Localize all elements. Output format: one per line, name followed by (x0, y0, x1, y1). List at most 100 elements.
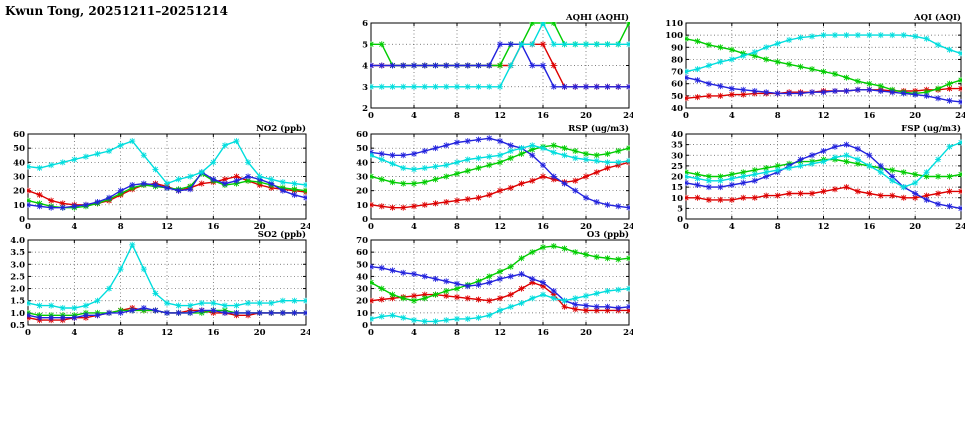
so2-chart-title: SO2 (ppb) (258, 229, 306, 240)
series-2025-12-13 (685, 74, 962, 105)
svg-text:60: 60 (356, 130, 368, 140)
svg-text:0: 0 (362, 215, 368, 225)
svg-text:40: 40 (671, 104, 683, 114)
svg-text:2.5: 2.5 (10, 272, 25, 282)
svg-text:40: 40 (13, 158, 25, 168)
series-2025-12-11 (370, 279, 630, 314)
series-2025-12-11 (685, 184, 962, 203)
series-markers (685, 74, 962, 105)
svg-text:50: 50 (356, 260, 368, 270)
svg-text:0: 0 (368, 222, 374, 232)
svg-text:16: 16 (207, 222, 219, 232)
svg-text:50: 50 (356, 144, 368, 154)
series-markers (685, 32, 962, 75)
svg-text:20: 20 (254, 328, 266, 338)
axis-labels: 0.5 1.0 1.5 2.0 2.5 3.0 3.5 4.0 0 4 8 12 16 20 24 (10, 236, 310, 338)
svg-text:2.0: 2.0 (10, 285, 25, 295)
svg-text:5: 5 (362, 40, 368, 50)
chart-o3: 0 10 20 30 40 50 60 70 0 4 8 12 16 20 24 O3 (ppb) (345, 229, 633, 339)
svg-text:10: 10 (356, 309, 368, 319)
svg-text:8: 8 (775, 222, 781, 232)
svg-text:80: 80 (671, 55, 683, 65)
series-2025-12-14 (685, 32, 962, 75)
chart-rsp: 0 10 20 30 40 50 60 0 4 8 12 16 20 24 RSP (ug/m3) (345, 123, 633, 233)
series-markers (370, 279, 630, 314)
gridlines (686, 134, 961, 219)
svg-text:70: 70 (671, 68, 683, 78)
svg-text:24: 24 (955, 111, 965, 121)
svg-text:0: 0 (25, 222, 31, 232)
svg-text:8: 8 (454, 328, 460, 338)
svg-text:12: 12 (818, 222, 830, 232)
svg-text:35: 35 (671, 141, 683, 151)
aqhi-chart-title: AQHI (AQHI) (565, 12, 629, 23)
svg-text:6: 6 (362, 19, 368, 29)
svg-text:10: 10 (13, 201, 25, 211)
chart-aqi: 40 50 60 70 80 90 100 110 0 4 8 12 16 20 24 AQI (AQI) (660, 12, 965, 122)
svg-text:20: 20 (356, 297, 368, 307)
svg-text:10: 10 (671, 194, 683, 204)
aqi-plot-svg: 40 50 60 70 80 90 100 110 0 4 8 12 16 20 24 AQI (AQI) (665, 12, 965, 121)
series-markers (370, 135, 630, 211)
no2-plot-svg: 0 10 20 30 40 50 60 0 4 8 12 16 20 24 NO2 (ppb) (13, 123, 310, 232)
series-markers (370, 142, 630, 187)
svg-text:90: 90 (671, 43, 683, 53)
svg-text:16: 16 (863, 222, 875, 232)
aqi-chart-title: AQI (AQI) (913, 12, 961, 23)
svg-text:25: 25 (671, 162, 683, 172)
series-2025-12-13 (370, 41, 630, 90)
axis-labels: 0 10 20 30 40 50 60 0 4 8 12 16 20 24 (356, 130, 633, 232)
svg-text:12: 12 (494, 111, 506, 121)
svg-text:20: 20 (254, 222, 266, 232)
svg-text:24: 24 (955, 222, 965, 232)
svg-text:15: 15 (671, 183, 683, 193)
series-markers (370, 142, 630, 173)
svg-text:12: 12 (494, 222, 506, 232)
svg-text:24: 24 (623, 222, 633, 232)
series-markers (370, 22, 630, 90)
svg-text:1.5: 1.5 (10, 297, 25, 307)
svg-text:4: 4 (71, 222, 77, 232)
svg-text:4: 4 (411, 222, 417, 232)
svg-text:3.0: 3.0 (10, 260, 25, 270)
svg-text:20: 20 (909, 222, 921, 232)
svg-text:4: 4 (729, 222, 735, 232)
svg-text:24: 24 (300, 222, 310, 232)
svg-text:0: 0 (362, 321, 368, 331)
chart-aqhi: 2 3 4 5 6 0 4 8 12 16 20 24 AQHI (AQHI) (345, 12, 633, 122)
series-2025-12-14 (27, 241, 307, 311)
series-2025-12-13 (370, 135, 630, 211)
series-2025-12-13 (370, 263, 630, 311)
svg-text:0.5: 0.5 (10, 321, 25, 331)
svg-text:50: 50 (671, 92, 683, 102)
series-markers (27, 241, 307, 311)
svg-text:20: 20 (580, 222, 592, 232)
svg-text:2: 2 (362, 104, 368, 114)
series-2025-12-13 (27, 305, 307, 321)
svg-text:16: 16 (863, 111, 875, 121)
svg-text:20: 20 (909, 111, 921, 121)
series-markers (370, 41, 630, 90)
rsp-plot-svg: 0 10 20 30 40 50 60 0 4 8 12 16 20 24 RSP (ug/m3) (356, 123, 633, 232)
svg-text:3.5: 3.5 (10, 248, 25, 258)
series-markers (27, 138, 307, 188)
svg-text:30: 30 (13, 173, 25, 183)
axis-labels: 0 10 20 30 40 50 60 0 4 8 12 16 20 24 (13, 130, 310, 232)
svg-text:4.0: 4.0 (10, 236, 25, 246)
svg-text:16: 16 (537, 328, 549, 338)
svg-text:4: 4 (411, 328, 417, 338)
svg-text:5: 5 (677, 204, 683, 214)
so2-plot-svg: 0.5 1.0 1.5 2.0 2.5 3.0 3.5 4.0 0 4 8 12 16 20 24 SO2 (… (10, 229, 310, 338)
series-2025-12-14 (370, 285, 630, 325)
svg-text:4: 4 (411, 111, 417, 121)
series-markers (370, 285, 630, 325)
svg-text:4: 4 (362, 62, 368, 72)
svg-text:20: 20 (356, 187, 368, 197)
svg-text:8: 8 (118, 222, 124, 232)
svg-text:16: 16 (537, 111, 549, 121)
svg-text:12: 12 (161, 222, 173, 232)
svg-text:50: 50 (13, 144, 25, 154)
